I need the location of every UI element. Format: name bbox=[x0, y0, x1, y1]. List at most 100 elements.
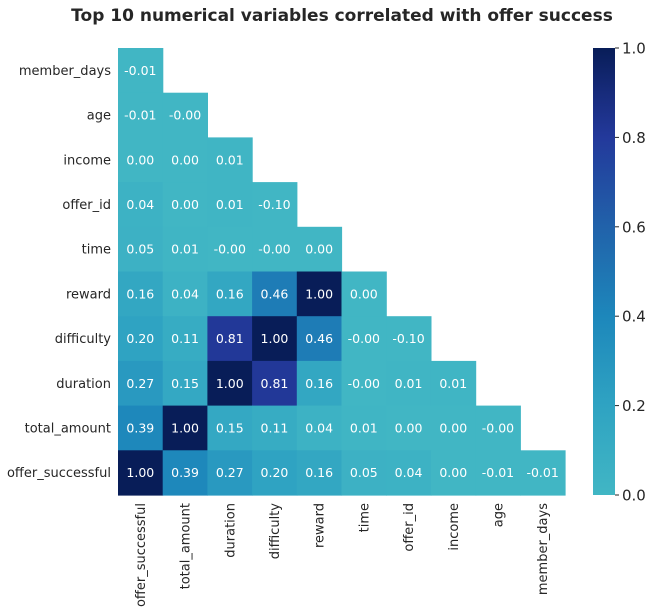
cell-value-label: 1.00 bbox=[216, 376, 244, 391]
x-tick-label: time bbox=[357, 503, 372, 532]
cell-value-label: 0.27 bbox=[126, 376, 154, 391]
cell-value-label: 0.00 bbox=[305, 242, 333, 257]
heatmap-cell bbox=[296, 405, 343, 451]
y-tick-label: reward bbox=[66, 287, 111, 302]
colorbar-tick-label: 0.6 bbox=[622, 218, 646, 236]
y-tick-label: time bbox=[82, 243, 111, 258]
cell-value-label: 0.01 bbox=[171, 242, 199, 257]
cell-value-label: 0.16 bbox=[305, 376, 333, 391]
heatmap-cell bbox=[162, 137, 208, 183]
colorbar-tick-label: 0.4 bbox=[622, 308, 646, 326]
x-tick-label: reward bbox=[313, 503, 328, 548]
cell-value-label: 0.16 bbox=[126, 286, 154, 301]
cell-value-label: -0.00 bbox=[258, 242, 290, 257]
cell-value-label: 0.01 bbox=[216, 197, 244, 212]
heatmap-cell bbox=[118, 450, 164, 496]
heatmap-cell bbox=[207, 137, 253, 183]
heatmap-cell bbox=[430, 360, 477, 407]
cell-value-label: -0.00 bbox=[214, 242, 246, 257]
heatmap-cell bbox=[162, 316, 208, 362]
heatmap-cell bbox=[252, 226, 298, 273]
y-tick-label: member_days bbox=[19, 64, 111, 79]
heatmap-cell bbox=[118, 137, 164, 183]
heatmap-cell bbox=[162, 450, 208, 496]
cell-value-label: 0.20 bbox=[126, 331, 154, 346]
x-tick-label: offer_successful bbox=[134, 503, 149, 607]
heatmap-cell bbox=[207, 405, 253, 451]
heatmap-cell bbox=[162, 92, 208, 138]
cell-value-label: -0.00 bbox=[482, 420, 514, 435]
heatmap-cell bbox=[475, 450, 521, 496]
heatmap-cell bbox=[341, 360, 387, 407]
heatmap-cell bbox=[162, 405, 208, 451]
heatmap-cell bbox=[252, 360, 298, 407]
heatmap-cell bbox=[430, 405, 477, 451]
heatmap-cell bbox=[118, 226, 164, 273]
cell-value-label: 0.04 bbox=[305, 420, 333, 435]
heatmap-cell bbox=[118, 316, 164, 362]
x-tick-label: member_days bbox=[536, 503, 551, 595]
heatmap-cell bbox=[207, 271, 253, 317]
cell-value-label: 0.27 bbox=[216, 465, 244, 480]
heatmap-cell bbox=[341, 316, 387, 362]
heatmap-cell bbox=[252, 182, 298, 228]
heatmap-cell bbox=[296, 271, 343, 317]
heatmap-cell bbox=[341, 405, 387, 451]
x-tick-label: difficulty bbox=[268, 503, 283, 560]
heatmap-cell bbox=[296, 316, 343, 362]
heatmap-cell bbox=[207, 182, 253, 228]
cell-value-label: 0.00 bbox=[171, 197, 199, 212]
heatmap-cell bbox=[118, 405, 164, 451]
colorbar-ticks: 0.0 0.2 0.4 0.6 0.8 1.0 bbox=[615, 40, 646, 505]
x-axis-labels: offer_successful total_amount duration diff… bbox=[134, 503, 551, 607]
cell-value-label: 0.46 bbox=[261, 286, 289, 301]
heatmap-cell bbox=[386, 316, 432, 362]
heatmap-cell bbox=[207, 316, 253, 362]
cell-value-label: 0.05 bbox=[350, 465, 378, 480]
y-tick-label: age bbox=[87, 109, 111, 124]
cell-value-label: 0.01 bbox=[439, 376, 467, 391]
heatmap-cells: -0.01-0.01 -0.000.00 0.00 0.010.04 0.00 0.01-… bbox=[118, 48, 566, 496]
heatmap-cell bbox=[341, 450, 387, 496]
colorbar-tick-label: 0.8 bbox=[622, 129, 646, 147]
cell-value-label: 0.00 bbox=[350, 286, 378, 301]
x-tick-label: income bbox=[447, 503, 462, 551]
x-tick-label: age bbox=[491, 503, 506, 527]
cell-value-label: -0.10 bbox=[392, 331, 424, 346]
heatmap-cell bbox=[252, 316, 298, 362]
cell-value-label: 1.00 bbox=[305, 286, 333, 301]
y-tick-label: duration bbox=[56, 377, 111, 392]
cell-value-label: 0.00 bbox=[439, 420, 467, 435]
colorbar bbox=[593, 48, 615, 495]
cell-value-label: -0.01 bbox=[124, 108, 156, 123]
x-tick-label: offer_id bbox=[402, 503, 417, 552]
cell-value-label: 0.46 bbox=[305, 331, 333, 346]
cell-value-label: 0.15 bbox=[171, 376, 199, 391]
y-tick-label: difficulty bbox=[55, 332, 112, 347]
cell-value-label: 0.05 bbox=[126, 242, 154, 257]
cell-value-label: 1.00 bbox=[171, 420, 199, 435]
heatmap-cell bbox=[118, 271, 164, 317]
heatmap-cell bbox=[118, 48, 164, 94]
heatmap-cell bbox=[341, 271, 387, 317]
cell-value-label: 0.00 bbox=[439, 465, 467, 480]
cell-value-label: 0.20 bbox=[261, 465, 289, 480]
cell-value-label: 0.81 bbox=[216, 331, 244, 346]
cell-value-label: 0.04 bbox=[126, 197, 154, 212]
cell-value-label: 0.04 bbox=[395, 465, 423, 480]
heatmap-cell bbox=[252, 450, 298, 496]
chart-title: Top 10 numerical variables correlated wi… bbox=[71, 6, 613, 26]
colorbar-tick-label: 1.0 bbox=[622, 40, 646, 58]
heatmap-cell bbox=[118, 182, 164, 228]
colorbar-tick-label: 0.0 bbox=[622, 487, 646, 505]
heatmap-cell bbox=[386, 405, 432, 451]
cell-value-label: 0.39 bbox=[126, 420, 154, 435]
x-tick-label: duration bbox=[223, 503, 238, 558]
heatmap-cell bbox=[162, 182, 208, 228]
heatmap-cell bbox=[475, 405, 521, 451]
cell-value-label: 0.01 bbox=[350, 420, 378, 435]
cell-value-label: -0.00 bbox=[348, 376, 380, 391]
y-tick-label: offer_id bbox=[62, 198, 111, 213]
heatmap-cell bbox=[207, 226, 253, 273]
y-tick-label: offer_successful bbox=[7, 466, 111, 481]
